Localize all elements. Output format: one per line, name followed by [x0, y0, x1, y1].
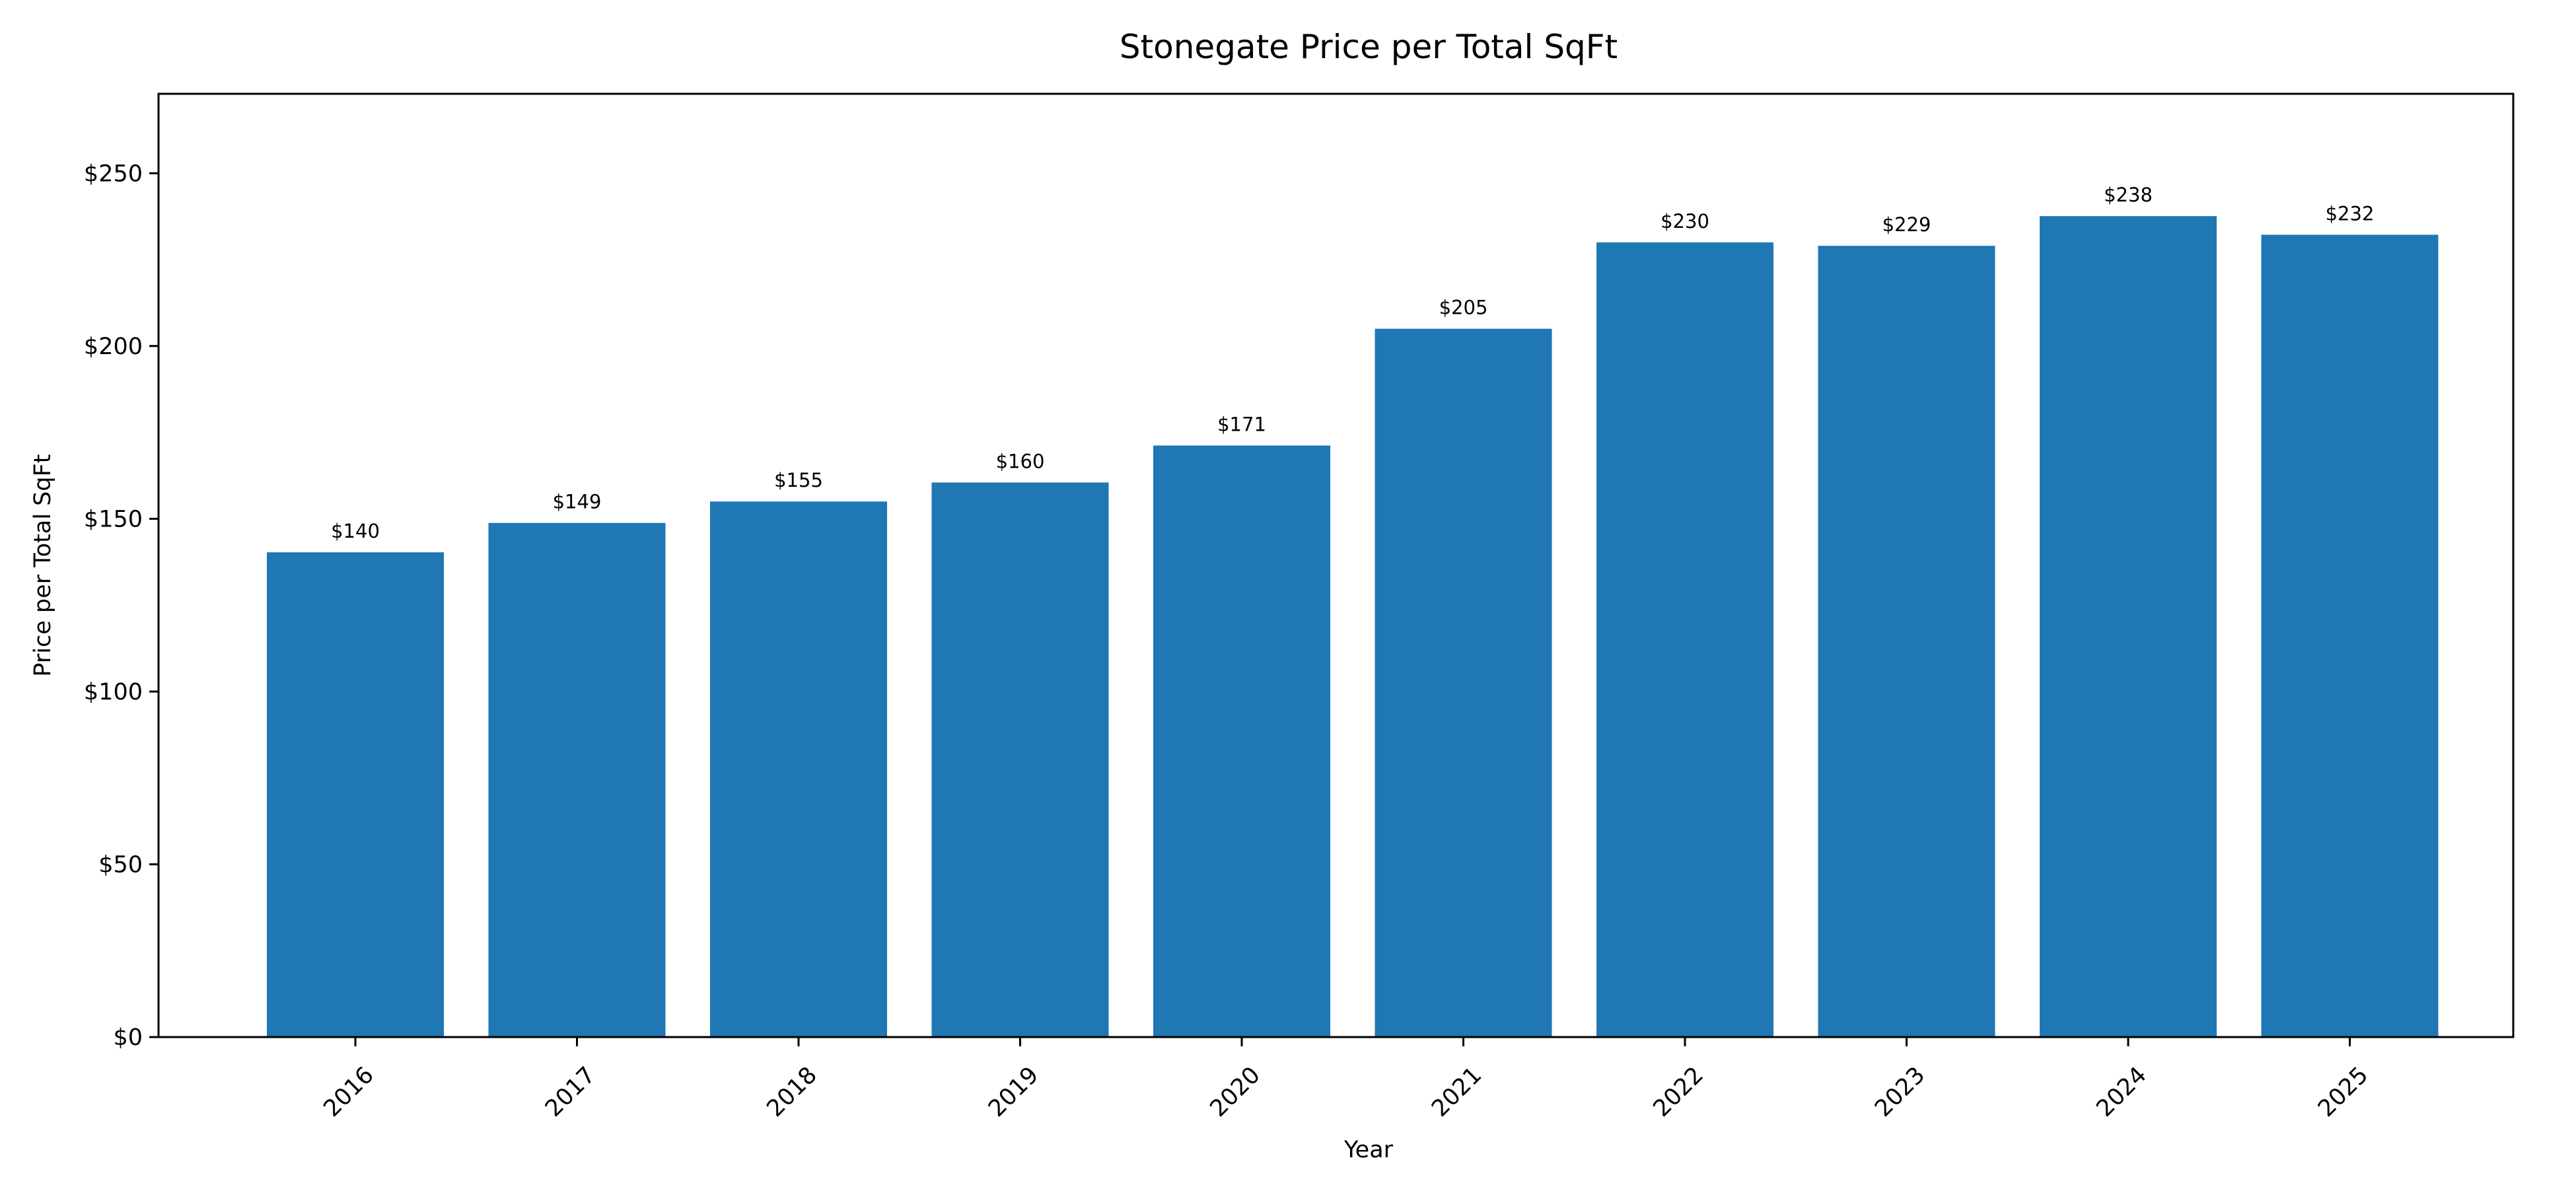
plot-frame — [157, 92, 2515, 1038]
bar-2019 — [931, 482, 1109, 1037]
data-label-2024: $238 — [2104, 184, 2153, 206]
x-tick-label-2024: 2024 — [2092, 1062, 2152, 1122]
y-tick-label-50: $50 — [98, 851, 143, 878]
y-tick-label-200: $200 — [84, 334, 143, 360]
bar-2024 — [2040, 216, 2217, 1038]
bar-2025 — [2261, 234, 2439, 1037]
y-tick-label-0: $0 — [113, 1025, 143, 1051]
x-tick-label-2019: 2019 — [984, 1062, 1044, 1122]
y-tick-label-250: $250 — [84, 161, 143, 187]
data-label-2023: $229 — [1882, 213, 1931, 236]
chart-title: Stonegate Price per Total SqFt — [1120, 28, 1618, 66]
y-axis-label: Price per Total SqFt — [30, 454, 56, 677]
data-label-2016: $140 — [331, 520, 380, 542]
data-label-2019: $160 — [996, 450, 1045, 472]
data-label-2021: $205 — [1439, 297, 1488, 319]
bar-2016 — [267, 552, 444, 1037]
data-label-2022: $230 — [1661, 210, 1709, 233]
bar-2022 — [1596, 242, 1773, 1037]
data-label-2020: $171 — [1217, 413, 1266, 435]
y-tick-label-100: $100 — [84, 679, 143, 705]
data-label-2018: $155 — [774, 469, 823, 491]
x-tick-label-2022: 2022 — [1649, 1062, 1709, 1122]
bar-2018 — [710, 501, 887, 1037]
x-tick-label-2020: 2020 — [1205, 1062, 1266, 1122]
bar-2020 — [1153, 445, 1330, 1037]
bar-2021 — [1375, 328, 1552, 1037]
x-tick-label-2017: 2017 — [540, 1062, 600, 1122]
x-tick-label-2025: 2025 — [2313, 1062, 2373, 1122]
bar-2023 — [1818, 246, 1995, 1038]
y-tick-label-150: $150 — [84, 506, 143, 532]
x-tick-label-2018: 2018 — [762, 1062, 822, 1122]
bar-2017 — [488, 522, 666, 1037]
x-tick-label-2023: 2023 — [1870, 1062, 1930, 1122]
data-label-2025: $232 — [2326, 202, 2375, 225]
x-tick-label-2016: 2016 — [319, 1062, 379, 1122]
x-tick-label-2021: 2021 — [1427, 1062, 1487, 1122]
x-axis-label: Year — [1343, 1137, 1394, 1163]
data-label-2017: $149 — [553, 491, 602, 513]
